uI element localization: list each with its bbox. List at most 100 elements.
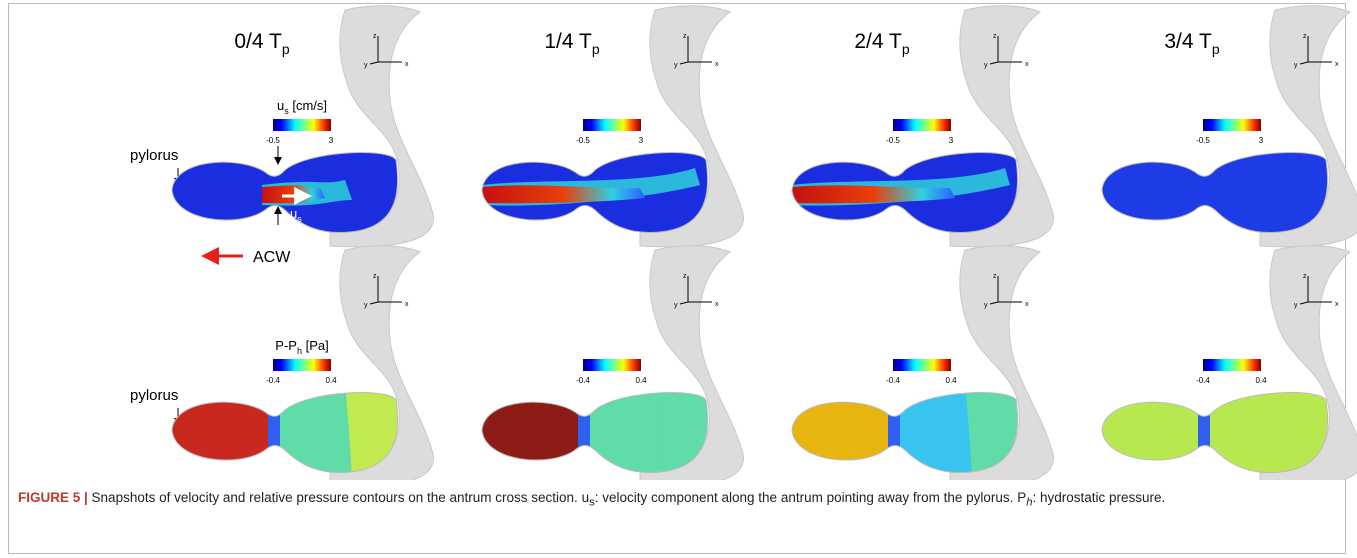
colorbar [583,359,641,371]
text-part: p [1212,41,1220,57]
text-part: P-P [275,338,297,353]
column-header: 3/4 Tp [1164,30,1219,57]
text-part: s [297,214,302,224]
axis-label: z [993,33,997,40]
axis-label: z [993,273,997,280]
contour-fill [470,380,580,480]
contour-fill [1198,380,1210,480]
text-part: 0/4 T [234,30,282,53]
text-part: u [277,98,284,113]
colorbar-min: -0.4 [1196,376,1210,385]
colorbar-max: 3 [949,136,954,145]
text-part: [Pa] [302,338,329,353]
text-part: p [592,41,600,57]
contour [160,380,410,480]
pressure-panel: z y x -0.4 0.4 [780,246,1053,480]
axis-label: y [674,302,678,309]
contour [780,140,1030,240]
axis-label: y [1294,62,1298,69]
axis-label: x [1025,301,1029,308]
axis-label: x [1335,301,1339,308]
pressure-panel: z y x -0.4 0.4 [1090,246,1357,480]
axis-label: x [405,61,409,68]
caption-label: FIGURE 5 | [18,490,88,505]
colorbar-min: -0.5 [576,136,590,145]
acw-label: ACW [253,249,291,266]
axis-label: y [674,62,678,69]
colorbar [893,119,951,131]
pylorus-label: pylorus [130,387,178,404]
pylorus-label: pylorus [130,147,178,164]
contour [1090,140,1340,240]
column-header: 1/4 Tp [544,30,599,57]
axis-label: x [1025,61,1029,68]
axis-label: z [1303,273,1307,280]
contour [470,140,720,240]
column-header: 2/4 Tp [854,30,909,57]
axis-label: y [984,302,988,309]
axis-label: x [405,301,409,308]
colorbar-max: 0.4 [945,376,957,385]
contour-fill [578,380,590,480]
caption-text: : hydrostatic pressure. [1032,490,1165,505]
contour [470,380,720,480]
caption-text: Snapshots of velocity and relative press… [88,490,582,505]
axis-label: z [683,33,687,40]
contour-fill [780,380,890,480]
axis-label: z [683,273,687,280]
text-part: 1/4 T [544,30,592,53]
colorbar [1203,359,1261,371]
velocity-panel: z y x -0.5 3 [470,6,743,247]
column-header: 0/4 Tp [234,30,289,57]
colorbar [1203,119,1261,131]
colorbar [273,359,331,371]
axis-label: z [373,273,377,280]
caption: FIGURE 5 | Snapshots of velocity and rel… [18,487,1338,514]
caption-symbol: P [1017,490,1026,505]
colorbar-min: -0.4 [266,376,280,385]
text-part: 2/4 T [854,30,902,53]
axis-label: y [984,62,988,69]
axis-label: x [715,301,719,308]
axis-label: y [1294,302,1298,309]
text-part: 3/4 T [1164,30,1212,53]
colorbar-max: 3 [329,136,334,145]
contour-fill [1090,380,1200,480]
colorbar-max: 0.4 [635,376,647,385]
contour-fill [888,380,900,480]
colorbar-min: -0.5 [886,136,900,145]
axis-label: x [715,61,719,68]
colorbar [273,119,331,131]
text-part: [cm/s] [289,98,327,113]
velocity-panel: z y x -0.5 3 [780,6,1053,247]
caption-symbol: u [582,490,590,505]
axis-label: z [1303,33,1307,40]
text-part: p [902,41,910,57]
colorbar [583,119,641,131]
axis-label: z [373,33,377,40]
colorbar-max: 3 [639,136,644,145]
colorbar [893,359,951,371]
colorbar-max: 0.4 [1255,376,1267,385]
colorbar-label: us [cm/s] [277,98,327,116]
axis-label: x [1335,61,1339,68]
contour [780,380,1030,480]
colorbar-max: 0.4 [325,376,337,385]
text-part: u [290,206,297,221]
colorbar-min: -0.5 [266,136,280,145]
contour-fill [268,380,280,480]
contour-fill [1090,140,1340,240]
panel-column: 2/4 Tp z y x -0.5 3 z y x -0.4 0.4 [780,6,1053,480]
colorbar-max: 3 [1259,136,1264,145]
contour [1090,380,1340,480]
axis-label: y [364,62,368,69]
colorbar-min: -0.4 [886,376,900,385]
axis-label: y [364,302,368,309]
